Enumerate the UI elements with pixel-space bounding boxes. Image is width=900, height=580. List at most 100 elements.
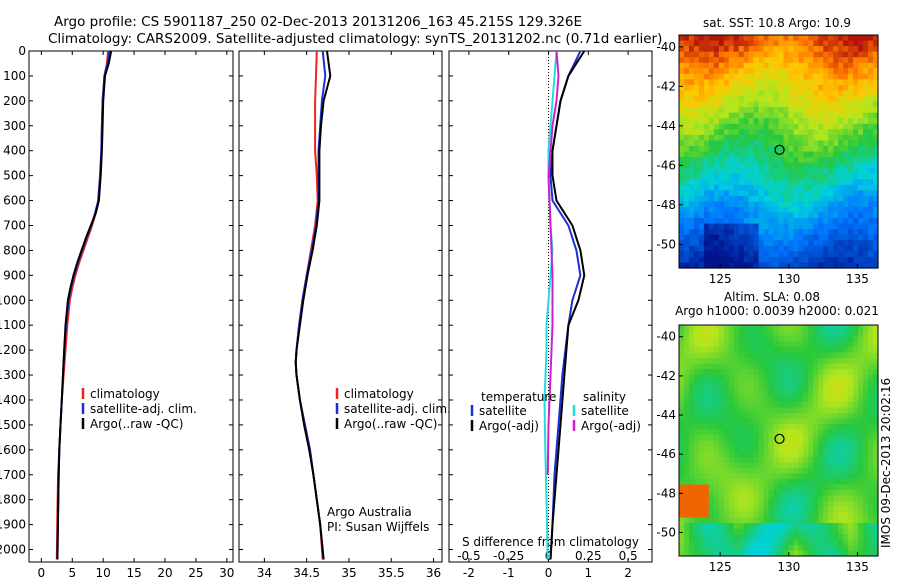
map-cell (723, 385, 730, 392)
map-cell (679, 101, 685, 108)
map-cell (723, 118, 730, 125)
map-cell (718, 506, 725, 513)
map-cell (693, 162, 700, 169)
map-cell (808, 79, 814, 86)
map-cell (733, 46, 740, 53)
map-cell (843, 51, 849, 58)
map-cell (713, 123, 720, 130)
map-cell (733, 418, 740, 425)
map-cell (713, 495, 720, 502)
map-cell (758, 96, 765, 103)
map-cell (708, 35, 715, 42)
map-cell (813, 330, 819, 337)
map-cell (858, 179, 864, 186)
map-cell (788, 151, 795, 158)
y-tick-label: -48 (656, 486, 676, 500)
map-cell (748, 157, 755, 164)
map-cell (868, 523, 874, 530)
map-cell (833, 179, 839, 186)
map-cell (763, 380, 770, 387)
map-cell (823, 240, 829, 247)
map-cell (728, 234, 735, 241)
map-cell (803, 173, 809, 180)
map-cell (843, 129, 849, 136)
map-cell (783, 145, 790, 153)
map-cell (778, 396, 785, 403)
map-cell (768, 35, 775, 42)
map-cell (813, 179, 819, 186)
map-cell (803, 62, 809, 69)
map-cell (858, 523, 864, 530)
y-tick-label: 1600 (0, 443, 26, 457)
map-cell (688, 468, 695, 475)
map-cell (848, 35, 854, 42)
map-cell (728, 245, 735, 252)
map-cell (773, 468, 780, 475)
map-cell (683, 251, 690, 258)
map-cell (783, 84, 790, 92)
map-cell (798, 424, 804, 431)
map-cell (698, 240, 705, 247)
map-cell (723, 195, 730, 203)
map-cell (828, 96, 834, 103)
map-cell (803, 490, 809, 497)
map-cell (783, 51, 790, 58)
map-cell (803, 218, 809, 225)
map-cell (683, 545, 690, 552)
map-cell (853, 462, 859, 469)
map-cell (848, 479, 854, 486)
map-cell (748, 462, 755, 469)
map-cell (768, 435, 775, 442)
map-cell (693, 391, 700, 398)
map-cell (763, 391, 770, 398)
map-cell (788, 407, 795, 414)
map-cell (783, 396, 790, 403)
map-cell (848, 341, 854, 348)
map-cell (683, 462, 690, 469)
map-cell (788, 545, 795, 552)
map-cell (813, 162, 819, 169)
map-cell (783, 96, 790, 103)
map-cell (733, 523, 740, 530)
map-cell (803, 457, 809, 464)
map-cell (818, 195, 824, 203)
map-cell (679, 79, 685, 86)
map-cell (863, 118, 869, 125)
map-cell (803, 462, 809, 469)
map-cell (808, 57, 814, 64)
map-cell (768, 134, 775, 142)
map-cell (753, 96, 760, 103)
map-cell (683, 396, 690, 403)
map-cell (838, 451, 844, 458)
map-cell (723, 79, 730, 86)
map-cell (728, 407, 735, 414)
map-cell (748, 212, 755, 219)
y-tick-label: 100 (3, 69, 26, 83)
map-cell (813, 341, 819, 348)
map-cell (803, 123, 809, 130)
map-cell (713, 129, 720, 136)
map-cell (713, 358, 720, 365)
map-cell (693, 90, 700, 97)
map-cell (713, 512, 720, 519)
map-cell (758, 396, 765, 403)
map-cell (808, 545, 814, 552)
map-cell (803, 84, 809, 92)
map-cell (853, 90, 859, 97)
map-cell (748, 418, 755, 425)
map-cell (868, 223, 874, 230)
map-cell (763, 468, 770, 475)
map-cell (723, 539, 730, 546)
map-cell (793, 429, 799, 436)
map-cell (823, 490, 829, 497)
map-cell (688, 347, 695, 354)
map-cell (778, 134, 785, 142)
map-cell (748, 140, 755, 147)
map-cell (763, 51, 770, 58)
map-cell (679, 46, 685, 53)
map-cell (703, 451, 710, 458)
map-cell (798, 234, 804, 241)
map-cell (758, 385, 765, 392)
map-cell (688, 51, 695, 58)
map-cell (758, 68, 765, 75)
